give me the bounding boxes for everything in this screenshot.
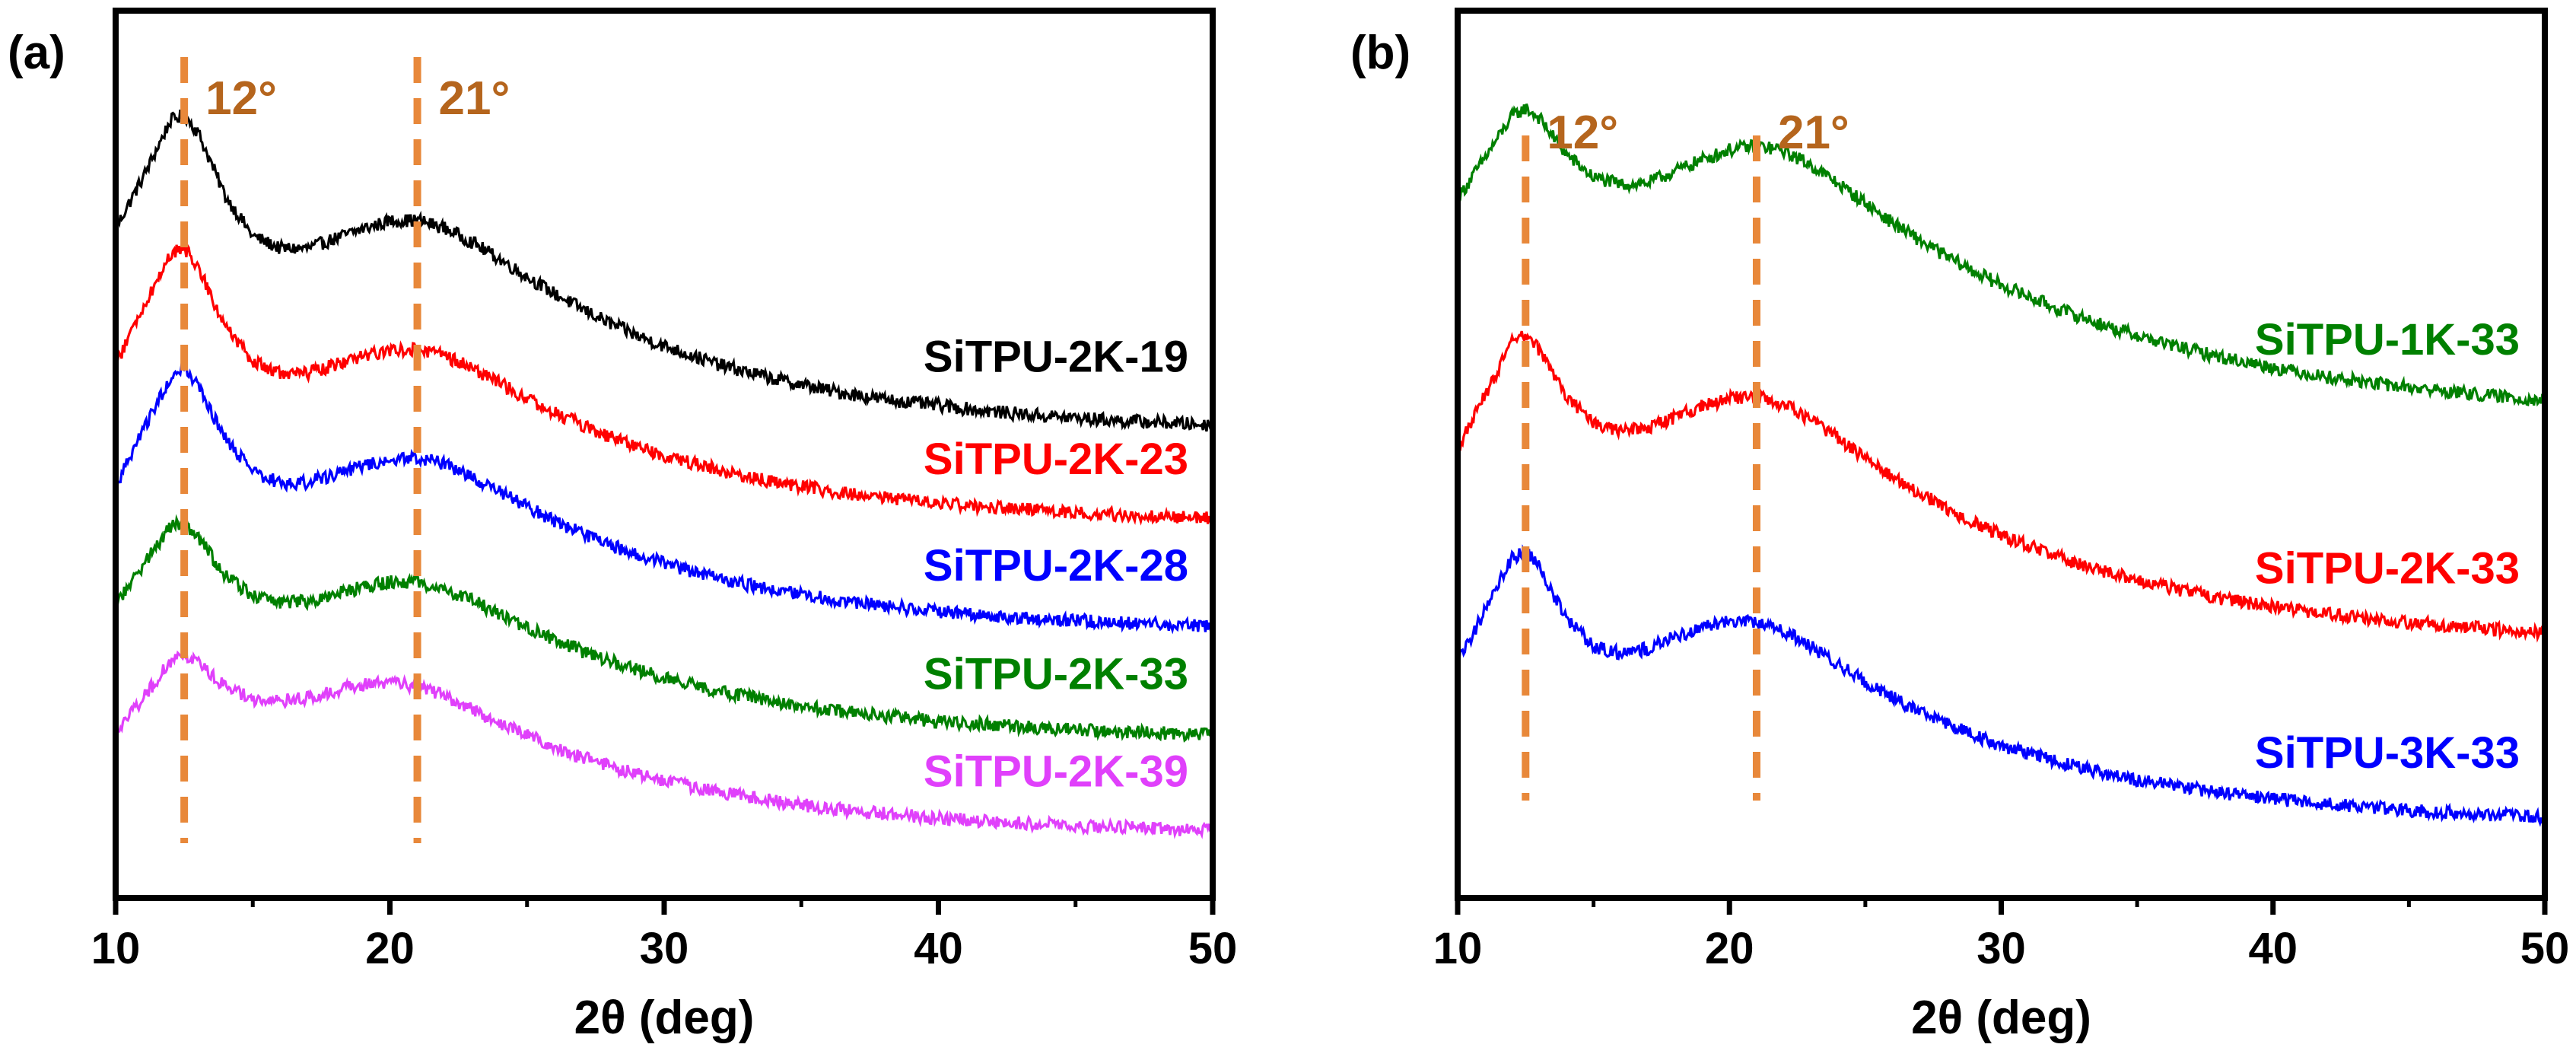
panel-b-label: (b): [1350, 27, 1410, 79]
panel-a-curves: [114, 108, 1214, 839]
curve-sitpu-2k-23: [114, 240, 1213, 526]
panel-a-series-labels: SiTPU-2K-19 SiTPU-2K-23 SiTPU-2K-28 SiTP…: [924, 333, 1188, 797]
x-tick-label-40-a: 40: [914, 924, 963, 973]
curve-sitpu-2k-19: [114, 108, 1214, 432]
series-label-sitpu-1k-33: SiTPU-1K-33: [2255, 315, 2520, 365]
panel-a-peak-21-label: 21°: [439, 72, 510, 125]
x-tick-label-50-a: 50: [1188, 924, 1238, 973]
panel-a: (a) 10 20 30 40 50 SiTPU-2K-19 SiTPU-2K-23 S…: [8, 8, 1238, 1044]
panel-b-peak-markers: [1522, 135, 1760, 801]
panel-a-x-ticks: 10 20 30 40 50: [91, 898, 1238, 973]
panel-b-curves: [1456, 103, 2546, 827]
panel-a-x-axis-label: 2θ (deg): [574, 992, 755, 1044]
curve-sitpu-2k-39: [114, 650, 1214, 839]
panel-b-series-labels: SiTPU-1K-33 SiTPU-2K-33 SiTPU-3K-33: [2255, 315, 2520, 778]
panel-a-peak-12-label: 12°: [205, 72, 277, 125]
x-tick-label-30-b: 30: [1977, 924, 2026, 973]
panel-a-label: (a): [8, 27, 65, 79]
panel-a-peak-markers: [180, 57, 421, 843]
series-label-sitpu-2k-33-b: SiTPU-2K-33: [2255, 543, 2520, 593]
panel-b: (b) 10 20 30 40 50 SiTPU-1K-33 SiTPU-2K-33 S…: [1350, 8, 2570, 1044]
panel-b-peak-21-label: 21°: [1778, 107, 1849, 159]
curve-sitpu-2k-33-b: [1456, 330, 2546, 643]
x-tick-label-30-a: 30: [640, 924, 689, 973]
panel-b-plot-frame: [1455, 8, 2548, 901]
x-tick-label-10-a: 10: [91, 924, 141, 973]
x-tick-label-40-b: 40: [2248, 924, 2298, 973]
x-tick-label-20-b: 20: [1705, 924, 1754, 973]
series-label-sitpu-2k-28: SiTPU-2K-28: [924, 541, 1188, 591]
x-tick-label-10-b: 10: [1433, 924, 1483, 973]
curve-sitpu-3k-33-b: [1456, 544, 2546, 827]
series-label-sitpu-2k-33: SiTPU-2K-33: [924, 649, 1188, 699]
panel-b-x-axis-label: 2θ (deg): [1911, 992, 2091, 1044]
series-label-sitpu-2k-23: SiTPU-2K-23: [924, 435, 1188, 484]
x-tick-label-20-a: 20: [365, 924, 415, 973]
x-tick-label-50-b: 50: [2520, 924, 2570, 973]
panel-b-peak-12-label: 12°: [1547, 107, 1618, 159]
curve-sitpu-2k-33: [114, 514, 1213, 743]
curve-sitpu-2k-28: [115, 361, 1214, 635]
series-label-sitpu-2k-39: SiTPU-2K-39: [924, 747, 1188, 796]
series-label-sitpu-3k-33: SiTPU-3K-33: [2255, 728, 2520, 778]
panel-b-x-ticks: 10 20 30 40 50: [1433, 898, 2570, 973]
curve-sitpu-1k-33-b: [1456, 103, 2546, 407]
series-label-sitpu-2k-19: SiTPU-2K-19: [924, 333, 1188, 382]
panel-a-plot-frame: [113, 8, 1216, 901]
